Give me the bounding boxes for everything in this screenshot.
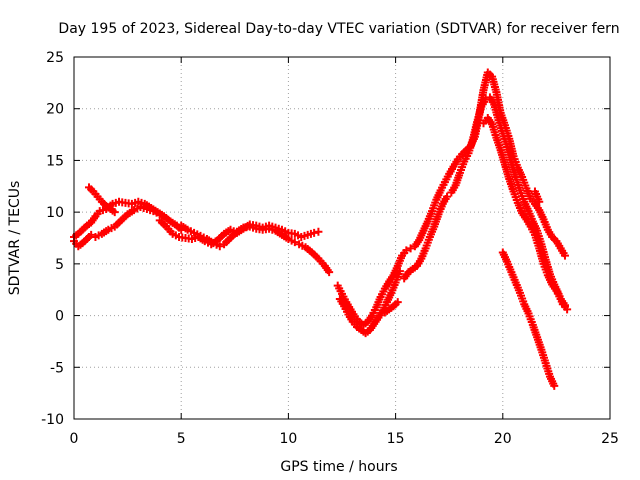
series-arc-8 [380,298,402,317]
y-tick-label: 10 [46,205,64,221]
data-point [402,246,411,255]
y-tick-label: 5 [55,257,64,273]
data-point [290,238,299,247]
chart-title: Day 195 of 2023, Sidereal Day-to-day VTE… [58,21,619,37]
y-tick-label: -5 [50,360,64,376]
data-point [550,381,559,390]
x-tick-label: 25 [601,431,619,447]
plot-frame [73,56,611,420]
series-arc-3 [85,183,119,217]
axis-ticks: 0 5 10 15 20 25 -10 -5 0 5 10 15 20 25 [41,50,619,447]
data-point [215,242,224,251]
data-point [87,230,96,239]
data-point [563,305,572,314]
series-arc-12 [498,248,559,390]
y-tick-label: -10 [41,412,64,428]
data-point [560,301,569,310]
y-tick-label: 15 [46,153,64,169]
series-arc-2 [70,202,164,251]
series-arc-5 [177,221,334,277]
data-point [325,268,334,277]
series-arc-9 [400,192,452,283]
data-point [406,244,415,253]
x-tick-label: 15 [387,431,405,447]
data-point [310,228,319,237]
x-tick-label: 20 [494,431,512,447]
y-tick-label: 0 [55,309,64,325]
data-point [393,298,402,307]
data-point [560,251,569,260]
data-points [70,68,572,390]
series-arc-11 [479,114,569,310]
data-point [110,208,119,217]
data-point [395,267,404,276]
x-tick-label: 10 [279,431,297,447]
series-arc-13 [530,187,544,206]
y-axis-label: SDTVAR / TECUs [7,181,23,296]
data-point [314,227,323,236]
data-point [443,192,452,201]
x-tick-label: 0 [70,431,79,447]
y-tick-label: 20 [46,102,64,118]
x-axis-label: GPS time / hours [280,459,397,475]
data-point [535,197,544,206]
x-tick-label: 5 [177,431,186,447]
y-tick-label: 25 [46,50,64,66]
